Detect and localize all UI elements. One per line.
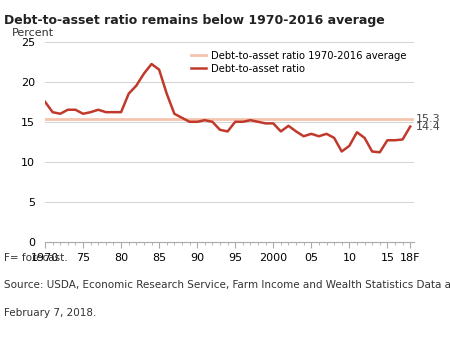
Legend: Debt-to-asset ratio 1970-2016 average, Debt-to-asset ratio: Debt-to-asset ratio 1970-2016 average, D…: [189, 48, 409, 75]
Text: Debt-to-asset ratio remains below 1970-2016 average: Debt-to-asset ratio remains below 1970-2…: [4, 14, 385, 27]
Text: Source: USDA, Economic Research Service, Farm Income and Wealth Statistics Data : Source: USDA, Economic Research Service,…: [4, 280, 450, 290]
Text: 14.4: 14.4: [416, 121, 441, 131]
Text: 15.3: 15.3: [416, 115, 441, 124]
Text: February 7, 2018.: February 7, 2018.: [4, 308, 97, 318]
Text: F= forecast.: F= forecast.: [4, 253, 68, 263]
Text: Percent: Percent: [12, 27, 54, 37]
